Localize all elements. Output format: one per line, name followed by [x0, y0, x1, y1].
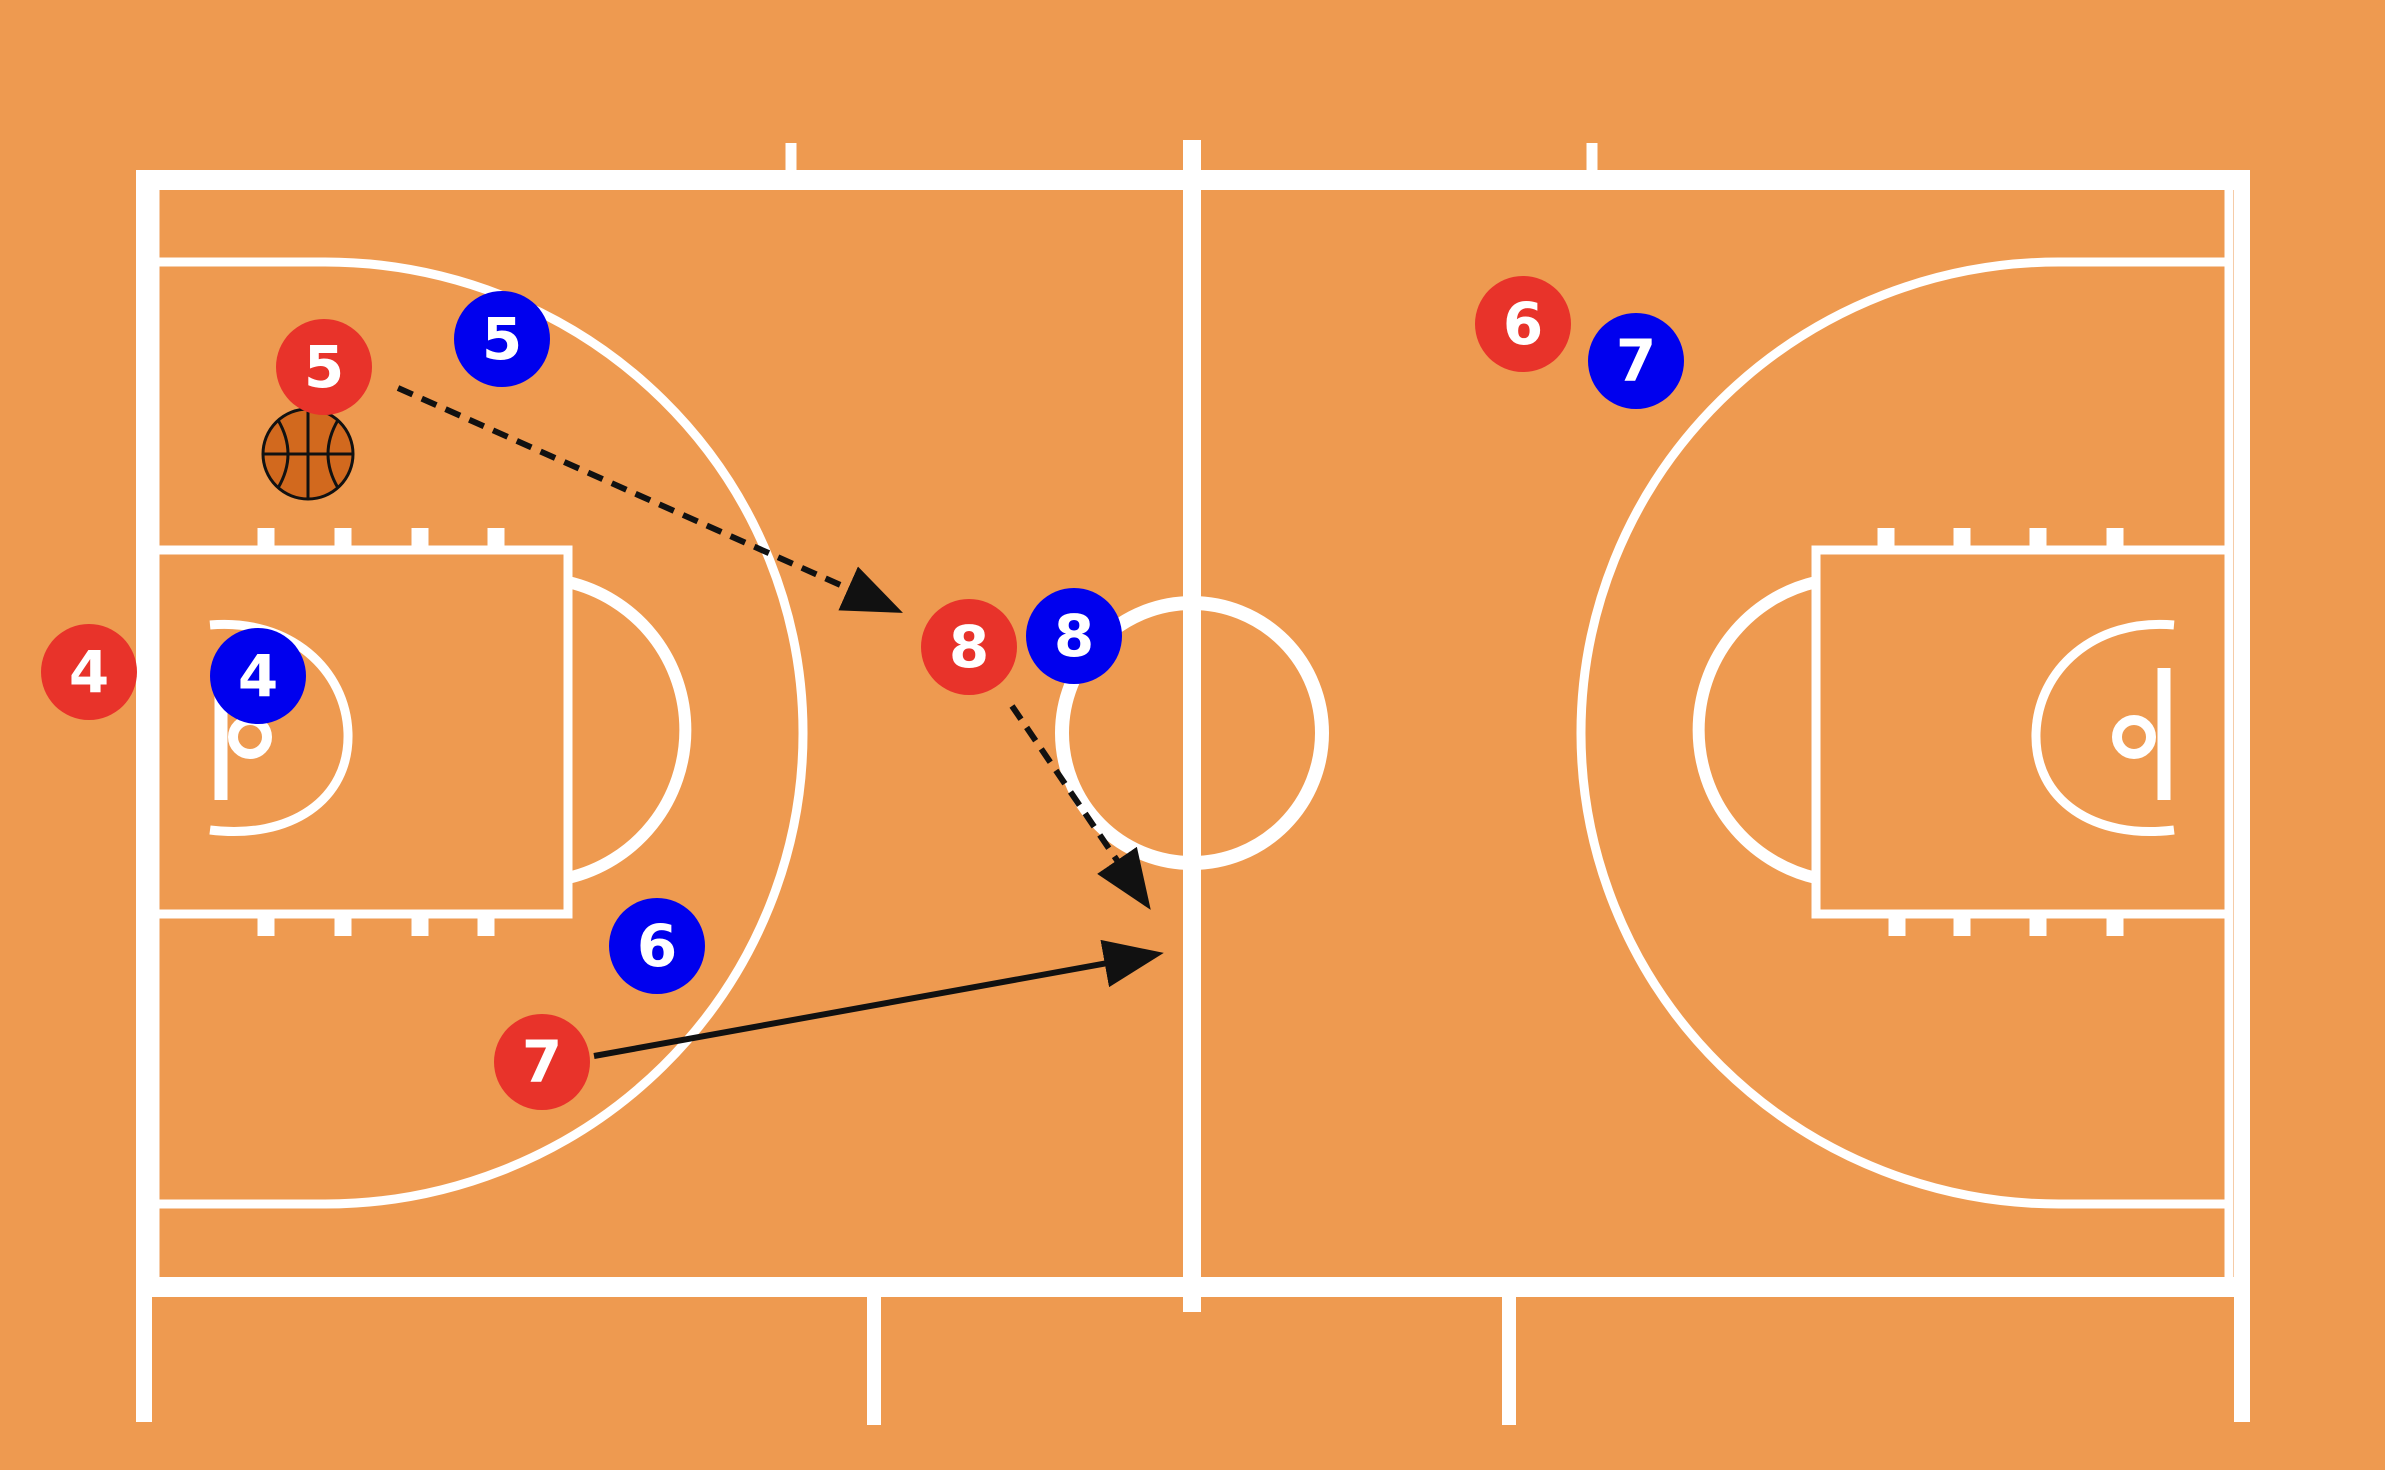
blue-player-8[interactable]: 8	[1026, 588, 1122, 684]
blue-player-4[interactable]: 4	[210, 628, 306, 724]
player-label: 6	[1503, 290, 1543, 358]
player-label: 7	[1616, 327, 1656, 395]
player-label: 5	[304, 333, 344, 401]
red-player-5[interactable]: 5	[276, 319, 372, 415]
right-rim	[2112, 715, 2156, 759]
left-key	[157, 545, 573, 919]
basketball-icon	[261, 407, 355, 501]
team-blue: 4 5 6 7 8	[210, 291, 1684, 994]
blue-player-6[interactable]: 6	[609, 898, 705, 994]
player-label: 7	[522, 1028, 562, 1096]
pass-arrow	[396, 385, 903, 613]
red-player-8[interactable]: 8	[921, 599, 1017, 695]
right-three-point-line	[1576, 257, 2227, 1209]
cut-arrow	[593, 939, 1164, 1059]
red-player-7[interactable]: 7	[494, 1014, 590, 1110]
player-label: 8	[1054, 602, 1094, 670]
court-lines	[136, 140, 2250, 1425]
left-free-throw-circle	[566, 576, 692, 884]
movement-arrows	[396, 385, 1164, 1059]
red-player-6[interactable]: 6	[1475, 276, 1571, 372]
pass-arrow	[1009, 704, 1151, 910]
player-label: 4	[238, 642, 278, 710]
right-key	[1811, 545, 2227, 919]
team-red: 4 5 6 7 8	[41, 276, 1571, 1110]
blue-player-7[interactable]: 7	[1588, 313, 1684, 409]
right-restricted-area	[2031, 619, 2175, 836]
blue-player-5[interactable]: 5	[454, 291, 550, 387]
player-label: 5	[482, 305, 522, 373]
center-circle	[1055, 596, 1329, 870]
right-free-throw-circle	[1692, 576, 1818, 884]
red-player-4[interactable]: 4	[41, 624, 137, 720]
player-label: 4	[69, 638, 109, 706]
player-label: 8	[949, 613, 989, 681]
player-label: 6	[637, 912, 677, 980]
